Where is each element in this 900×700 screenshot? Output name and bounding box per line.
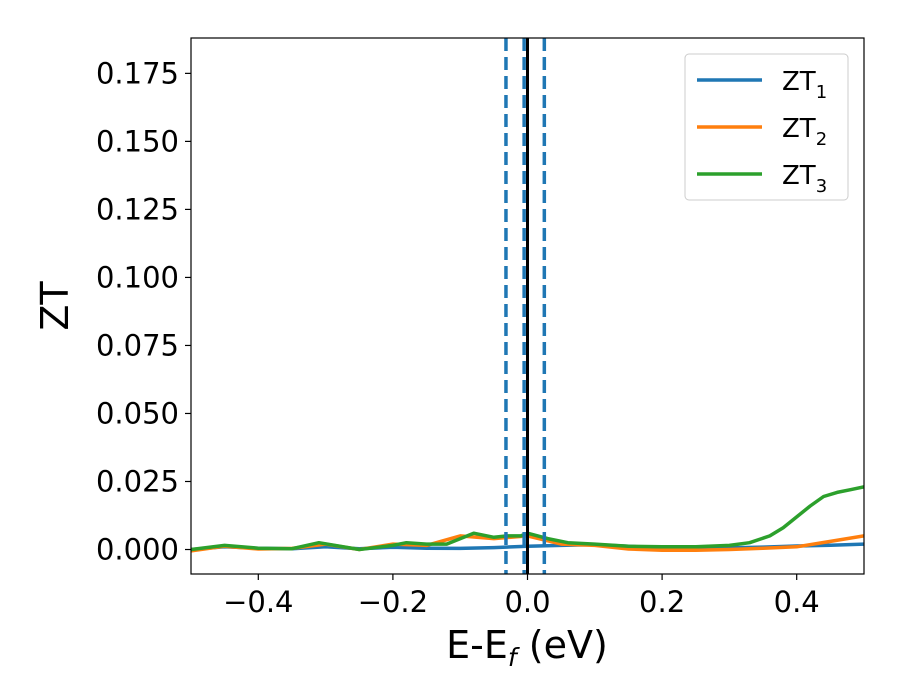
x-axis-title-main: E-E: [446, 623, 508, 667]
x-axis-title-unit: (eV): [517, 623, 608, 667]
x-tick-label: 0.4: [774, 585, 820, 619]
legend: ZT1 ZT2 ZT3: [684, 53, 849, 201]
x-tick-label: −0.2: [358, 585, 428, 619]
vertical-reference-lines: [504, 38, 547, 574]
x-tick-label: 0.0: [504, 585, 550, 619]
series-line-zt3: [191, 485, 864, 552]
y-tick-label: 0.075: [96, 328, 179, 362]
x-tick-label: −0.4: [223, 585, 293, 619]
y-axis-ticks: 0.000 0.025 0.050 0.075 0.100 0.125 0.150 0.175: [96, 56, 191, 567]
y-tick-label: 0.150: [96, 124, 179, 158]
legend-label-zt3: ZT3: [782, 161, 827, 197]
x-tick-label: 0.2: [639, 585, 685, 619]
legend-label-zt2: ZT2: [782, 114, 827, 150]
legend-frame: [684, 53, 849, 201]
y-tick-label: 0.050: [96, 396, 179, 430]
legend-items: ZT1 ZT2 ZT3: [697, 67, 827, 197]
y-tick-label: 0.125: [96, 192, 179, 226]
y-tick-label: 0.025: [96, 464, 179, 498]
y-tick-label: 0.100: [96, 260, 179, 294]
x-axis-ticks: −0.4 −0.2 0.0 0.2 0.4: [223, 574, 820, 619]
legend-label-zt1: ZT1: [782, 67, 827, 103]
y-tick-label: 0.175: [96, 56, 179, 90]
x-axis-title: E-Ef (eV): [446, 623, 608, 672]
y-axis-title: ZT: [33, 281, 77, 331]
y-tick-label: 0.000: [96, 533, 179, 567]
